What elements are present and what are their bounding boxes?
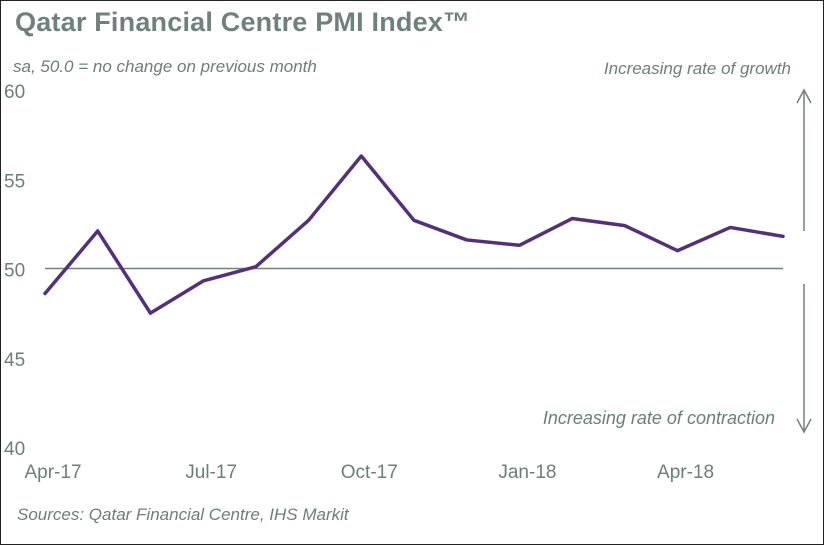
data-point xyxy=(254,265,258,269)
x-tick-label: Apr-17 xyxy=(24,462,81,483)
growth-annotation: Increasing rate of growth xyxy=(603,59,791,78)
y-tick-label: 55 xyxy=(4,171,25,192)
contraction-arrow xyxy=(796,284,812,434)
direction-arrows xyxy=(796,88,812,434)
contraction-annotation: Increasing rate of contraction xyxy=(542,408,775,428)
source-note: Sources: Qatar Financial Centre, IHS Mar… xyxy=(17,505,349,524)
data-point xyxy=(307,218,311,222)
data-point xyxy=(570,217,574,221)
data-point xyxy=(676,249,680,253)
chart-subtitle: sa, 50.0 = no change on previous month xyxy=(13,57,317,76)
data-point xyxy=(359,154,363,158)
data-point xyxy=(781,234,785,238)
x-tick-label: Apr-18 xyxy=(657,462,714,483)
x-tick-label: Jul-17 xyxy=(185,462,237,483)
data-point xyxy=(728,225,732,229)
x-tick-label: Jan-18 xyxy=(498,462,556,483)
x-axis-ticks: Apr-17 Jul-17 Oct-17 Jan-18 Apr-18 xyxy=(24,462,714,483)
data-point xyxy=(412,218,416,222)
growth-arrow xyxy=(796,88,812,231)
data-point xyxy=(96,229,100,233)
data-point xyxy=(517,243,521,247)
chart-title: Qatar Financial Centre PMI Index™ xyxy=(15,7,471,37)
x-tick-label: Oct-17 xyxy=(341,462,398,483)
data-point xyxy=(201,279,205,283)
y-axis-ticks: 40 45 50 55 60 xyxy=(4,82,25,460)
series-line xyxy=(43,154,785,315)
y-tick-label: 40 xyxy=(4,439,25,460)
data-point xyxy=(465,238,469,242)
y-tick-label: 45 xyxy=(4,350,25,371)
data-point xyxy=(43,291,47,295)
data-point xyxy=(623,224,627,228)
y-tick-label: 60 xyxy=(4,82,25,103)
data-point xyxy=(148,311,152,315)
y-tick-label: 50 xyxy=(4,261,25,282)
series-group xyxy=(43,154,785,315)
